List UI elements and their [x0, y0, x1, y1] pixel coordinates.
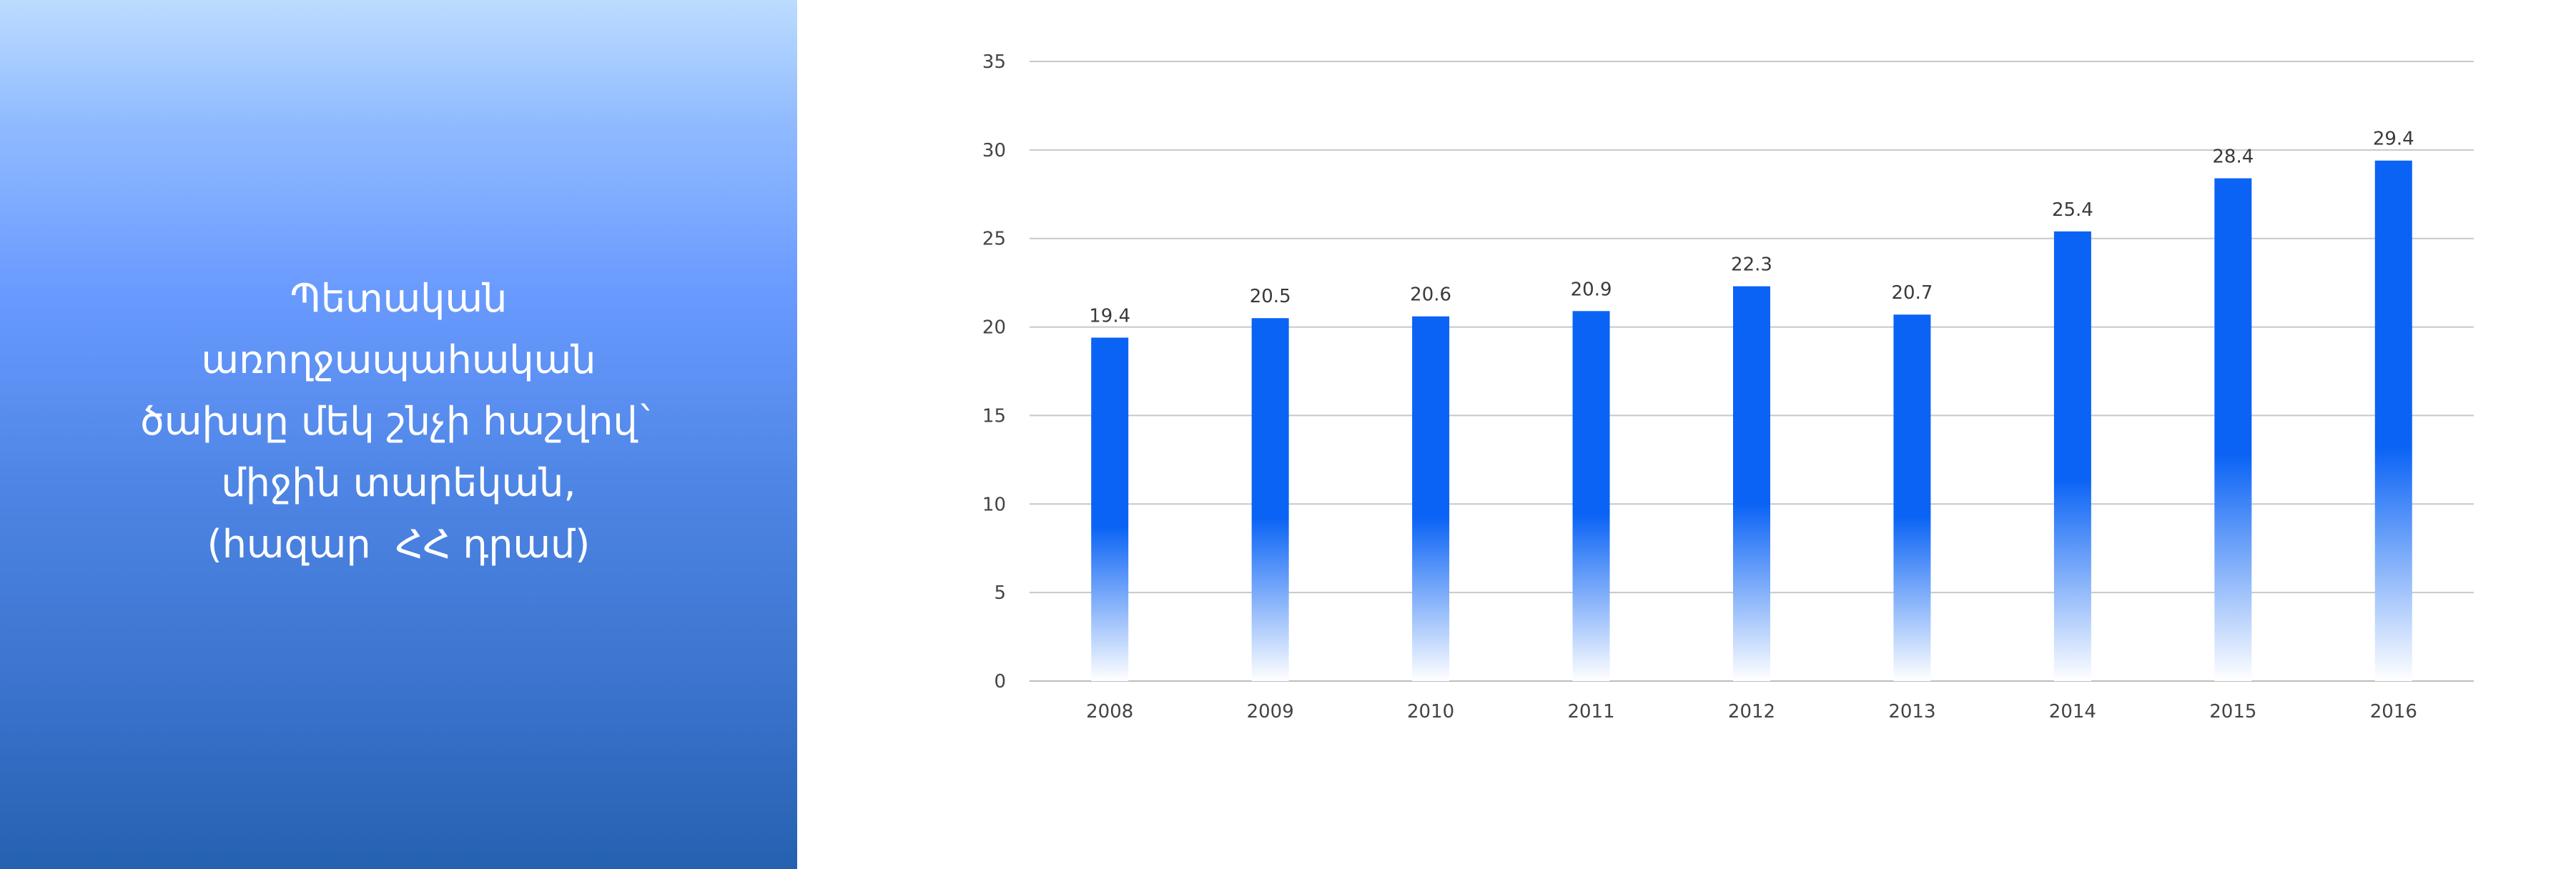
y-tick-label: 30: [982, 140, 1006, 162]
title-line: Պետական: [290, 276, 508, 321]
y-tick-label: 10: [982, 494, 1006, 515]
x-tick-label: 2014: [2049, 701, 2096, 722]
data-label: 20.9: [1571, 279, 1612, 300]
data-label: 28.4: [2212, 146, 2254, 167]
title-line: միջին տարեկան,: [221, 460, 576, 505]
title-line: (հազար ՀՀ դրամ): [207, 522, 591, 567]
bar-chart: 0 5 10 15 20 25 30 35 19.4 20.5 20.6 20.9 22.3 20.7 2…: [982, 51, 2474, 722]
x-tick-label: 2012: [1728, 701, 1775, 722]
x-tick-label: 2011: [1567, 701, 1614, 722]
panel-title: Պետական առողջապահական ծախսը մեկ շնչի հաշ…: [0, 268, 797, 575]
x-tick-label: 2015: [2209, 701, 2256, 722]
y-tick-label: 5: [994, 582, 1006, 604]
x-tick-label: 2013: [1888, 701, 1935, 722]
bars: [1091, 160, 2412, 682]
data-labels: 19.4 20.5 20.6 20.9 22.3 20.7 25.4 28.4 29.4: [1089, 129, 2414, 327]
bar: [2053, 231, 2091, 681]
title-line: առողջապահական: [201, 337, 596, 382]
bar: [1893, 314, 1931, 681]
x-tick-label: 2016: [2370, 701, 2417, 722]
bar: [1733, 286, 1770, 681]
y-tick-label: 35: [982, 51, 1006, 73]
bar: [1091, 337, 1129, 681]
title-line: ծախսը մեկ շնչի հաշվով`: [140, 399, 657, 444]
bar: [1251, 318, 1289, 681]
data-label: 20.7: [1891, 282, 1933, 304]
x-axis: 2008 2009 2010 2011 2012 2013 2014 2015 2016: [1086, 701, 2417, 722]
data-label: 19.4: [1089, 305, 1130, 327]
y-tick-label: 20: [982, 317, 1006, 339]
x-tick-label: 2008: [1086, 701, 1133, 722]
data-label: 20.6: [1410, 284, 1451, 306]
x-tick-label: 2009: [1247, 701, 1294, 722]
bar: [2214, 178, 2252, 681]
bar: [2374, 160, 2412, 682]
bar: [1412, 316, 1450, 681]
y-tick-label: 15: [982, 405, 1006, 427]
y-tick-label: 0: [994, 671, 1006, 692]
bar: [1572, 311, 1610, 682]
data-label: 22.3: [1731, 254, 1772, 276]
data-label: 20.5: [1250, 286, 1291, 307]
y-tick-label: 25: [982, 229, 1006, 250]
data-label: 25.4: [2052, 199, 2093, 221]
data-label: 29.4: [2373, 129, 2414, 150]
title-panel: Պետական առողջապահական ծախսը մեկ շնչի հաշ…: [0, 0, 797, 869]
x-tick-label: 2010: [1407, 701, 1454, 722]
y-axis: 0 5 10 15 20 25 30 35: [982, 51, 1006, 692]
